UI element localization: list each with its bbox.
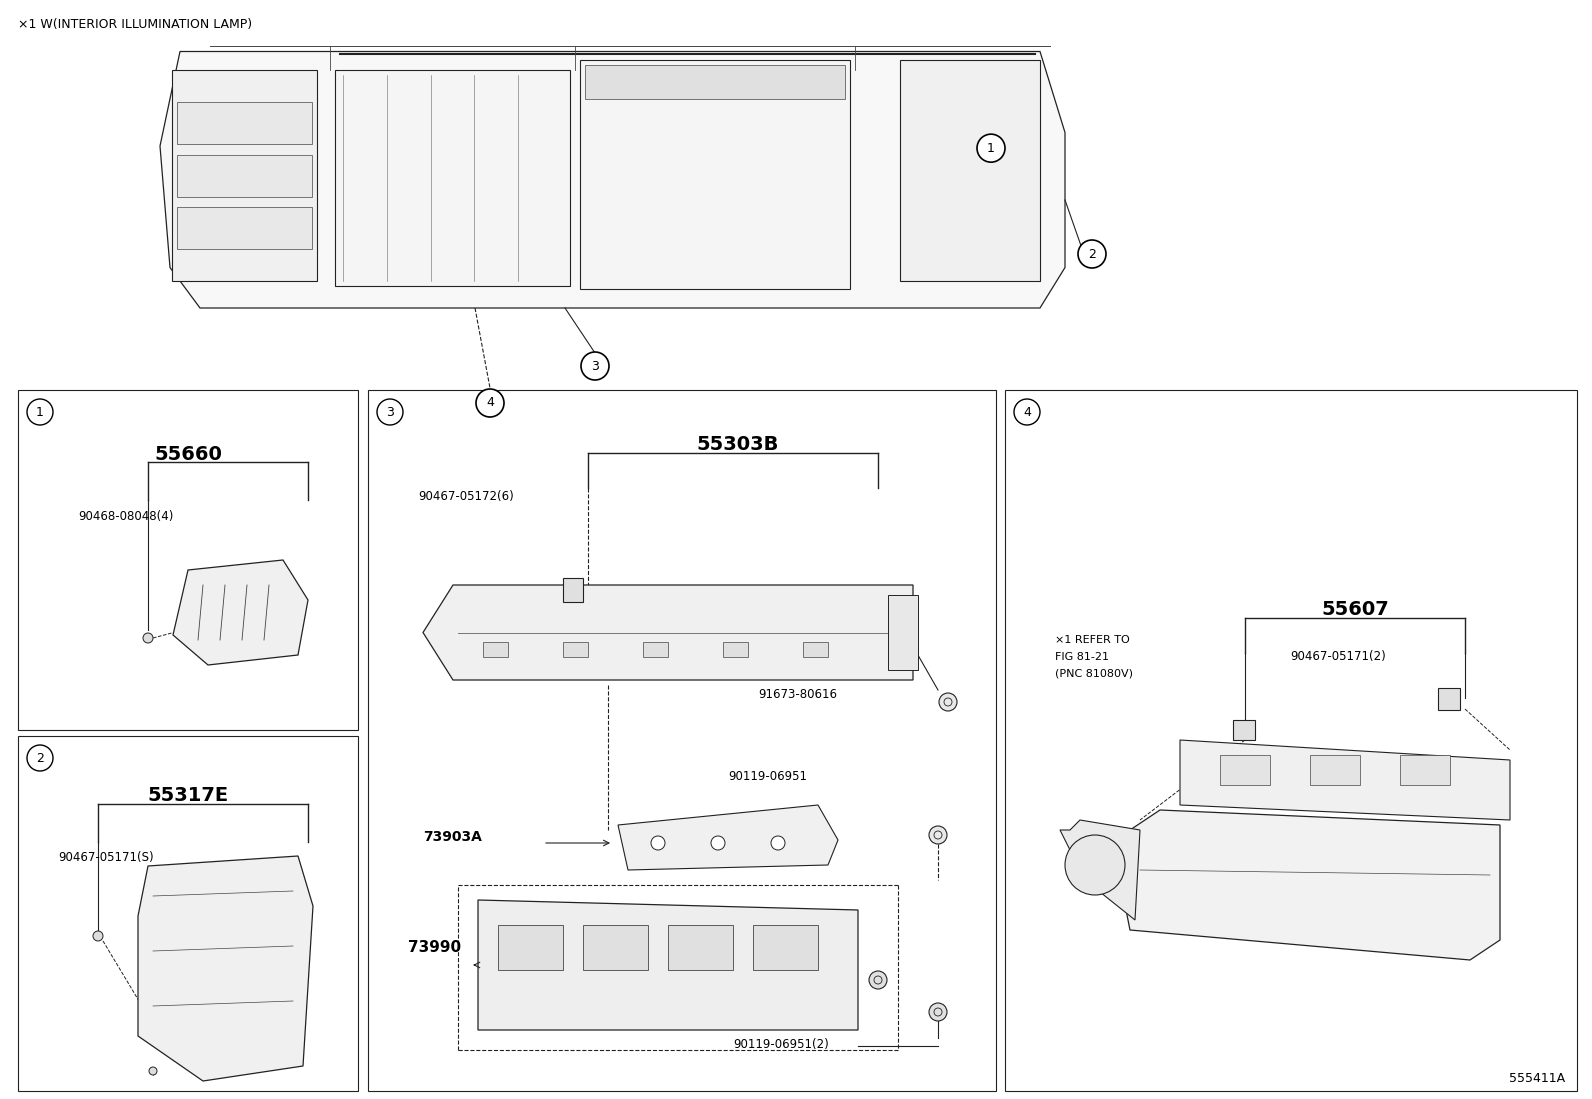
Circle shape — [771, 836, 785, 850]
Bar — [643, 642, 669, 657]
Circle shape — [869, 972, 887, 989]
Polygon shape — [1121, 810, 1500, 961]
Circle shape — [476, 389, 505, 417]
Circle shape — [930, 1003, 947, 1021]
Bar — [584, 65, 845, 99]
Circle shape — [581, 352, 610, 380]
Circle shape — [92, 931, 103, 941]
Bar — [802, 642, 828, 657]
Bar — [177, 102, 312, 144]
Text: 55607: 55607 — [1321, 600, 1388, 619]
Text: 55303B: 55303B — [697, 435, 778, 454]
Bar — [498, 925, 564, 970]
Circle shape — [977, 134, 1005, 163]
Text: 1: 1 — [987, 142, 995, 155]
Text: 73990: 73990 — [408, 940, 462, 955]
Bar — [177, 155, 312, 197]
Bar — [368, 390, 997, 1091]
Bar — [1219, 755, 1270, 785]
Polygon shape — [478, 900, 858, 1030]
Text: 3: 3 — [591, 359, 599, 373]
Bar — [1399, 755, 1450, 785]
Polygon shape — [1060, 820, 1140, 920]
Circle shape — [1078, 240, 1106, 268]
Bar — [172, 70, 317, 281]
Bar — [899, 59, 1040, 281]
Bar — [177, 208, 312, 249]
Bar — [579, 59, 850, 289]
Text: ×1 W(INTERIOR ILLUMINATION LAMP): ×1 W(INTERIOR ILLUMINATION LAMP) — [18, 18, 252, 31]
Text: 4: 4 — [1024, 406, 1032, 419]
Text: 4: 4 — [486, 397, 494, 410]
Text: 73903A: 73903A — [423, 830, 482, 844]
Text: ×1 REFER TO: ×1 REFER TO — [1055, 635, 1130, 645]
Bar — [564, 642, 587, 657]
Text: 1: 1 — [37, 406, 45, 419]
Text: (PNC 81080V): (PNC 81080V) — [1055, 669, 1134, 679]
Bar — [753, 925, 818, 970]
Polygon shape — [423, 585, 912, 680]
Bar — [334, 70, 570, 287]
Text: 3: 3 — [387, 406, 393, 419]
Text: 90119-06951: 90119-06951 — [728, 770, 807, 782]
Polygon shape — [139, 856, 314, 1081]
Polygon shape — [618, 804, 837, 870]
Bar — [564, 578, 583, 602]
Bar — [669, 925, 732, 970]
Bar — [1005, 390, 1578, 1091]
Circle shape — [143, 633, 153, 643]
Bar — [18, 390, 358, 730]
Circle shape — [712, 836, 724, 850]
Text: 2: 2 — [1087, 247, 1095, 260]
Bar — [583, 925, 648, 970]
Text: 90119-06951(2): 90119-06951(2) — [732, 1037, 829, 1051]
Text: 55317E: 55317E — [148, 786, 229, 804]
Text: 90467-05171(2): 90467-05171(2) — [1290, 650, 1385, 663]
Text: 55660: 55660 — [154, 445, 221, 464]
Text: 2: 2 — [37, 752, 45, 765]
Bar — [1232, 720, 1254, 740]
Bar — [723, 642, 748, 657]
Text: FIG 81-21: FIG 81-21 — [1055, 652, 1110, 662]
Polygon shape — [174, 560, 307, 665]
Circle shape — [651, 836, 665, 850]
Bar — [482, 642, 508, 657]
Text: 555411A: 555411A — [1509, 1072, 1565, 1085]
Text: 90467-05172(6): 90467-05172(6) — [419, 490, 514, 503]
Circle shape — [939, 693, 957, 711]
Text: 91673-80616: 91673-80616 — [758, 688, 837, 701]
Bar — [18, 736, 358, 1091]
Text: 90467-05171(S): 90467-05171(S) — [57, 851, 153, 864]
Bar — [1438, 688, 1460, 710]
Circle shape — [930, 826, 947, 844]
Circle shape — [150, 1067, 158, 1075]
Circle shape — [1065, 835, 1126, 895]
Polygon shape — [161, 52, 1065, 308]
Circle shape — [27, 745, 53, 771]
Circle shape — [377, 399, 403, 425]
Bar — [888, 595, 919, 670]
Circle shape — [1014, 399, 1040, 425]
Bar — [1310, 755, 1360, 785]
Circle shape — [27, 399, 53, 425]
Polygon shape — [1180, 740, 1509, 820]
Text: 90468-08048(4): 90468-08048(4) — [78, 510, 174, 523]
